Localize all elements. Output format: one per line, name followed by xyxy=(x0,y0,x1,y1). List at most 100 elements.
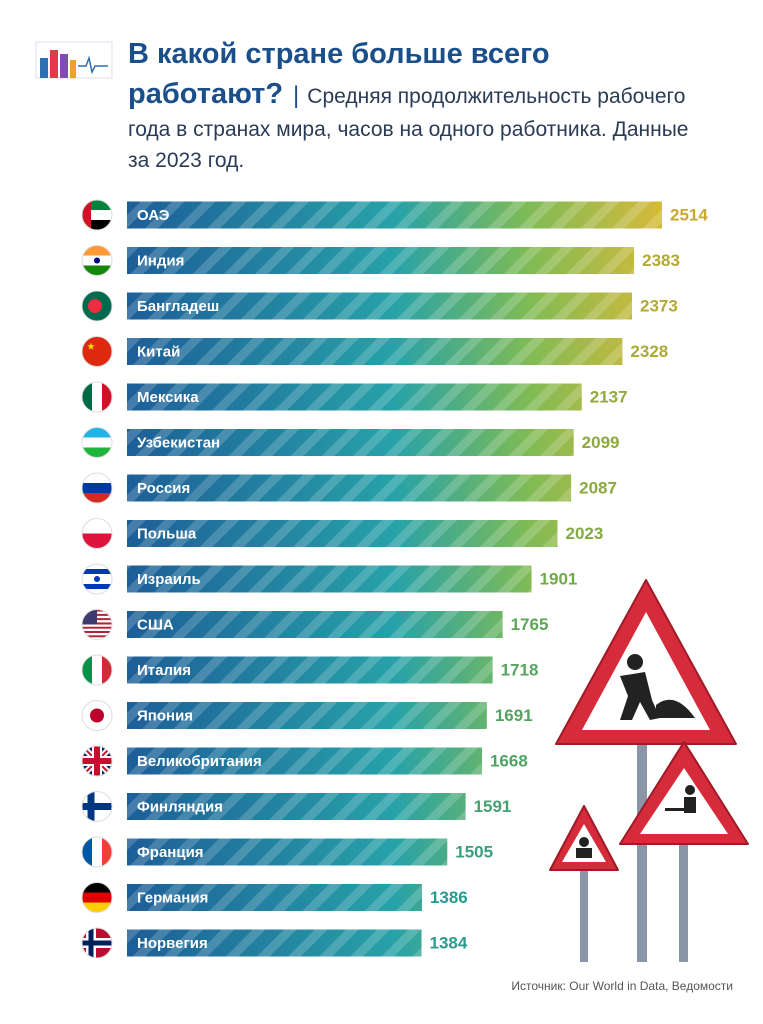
flag xyxy=(82,200,112,230)
bar-stripes xyxy=(127,884,422,911)
flag-border xyxy=(81,836,113,868)
flag xyxy=(82,837,112,867)
header: В какой стране больше всего работают? | Ср… xyxy=(128,34,703,176)
flag-stripe xyxy=(82,902,112,913)
flag-stripe xyxy=(92,382,103,412)
value-label: 2514 xyxy=(670,205,708,224)
bar-stripes xyxy=(127,201,662,229)
value-label: 2373 xyxy=(640,296,678,315)
category-label: Бангладеш xyxy=(137,298,219,315)
flag-border xyxy=(81,427,113,458)
flag-stripe xyxy=(82,630,112,634)
flag-stripe xyxy=(82,483,112,494)
flag xyxy=(82,882,112,913)
category-label: Япония xyxy=(137,707,193,724)
bar-stripes xyxy=(127,247,635,274)
flag-emblem xyxy=(88,299,102,313)
bar-stripes xyxy=(127,611,503,638)
flag-bg xyxy=(82,336,112,367)
flag-border xyxy=(81,700,113,731)
flag xyxy=(82,245,112,276)
flag-border xyxy=(81,609,113,640)
flag-stripe xyxy=(82,382,93,412)
flag-stripe xyxy=(82,655,93,685)
flag xyxy=(82,291,112,321)
category-label: Индия xyxy=(137,252,184,269)
category-label: Франция xyxy=(137,844,204,861)
bar-stripes xyxy=(127,838,448,866)
flag xyxy=(82,382,112,412)
flag-stripe xyxy=(82,473,112,484)
flag-stripe xyxy=(82,584,112,590)
value-label: 1691 xyxy=(495,706,533,725)
category-label: Китай xyxy=(137,343,180,360)
flag-stripe xyxy=(92,655,103,685)
flag-stripe xyxy=(82,447,112,458)
bar-stripes xyxy=(127,747,482,775)
flag-stripe xyxy=(82,220,112,230)
flag-stripe xyxy=(82,637,112,640)
bar-stripes xyxy=(127,929,422,957)
flag-stripe xyxy=(82,633,112,636)
flag-cross xyxy=(82,758,112,764)
flag-stripe xyxy=(102,382,112,412)
flag-stripe xyxy=(82,624,112,627)
flag-border xyxy=(81,336,113,367)
value-label: 1718 xyxy=(501,660,539,679)
flag-emblem xyxy=(87,342,95,350)
bar-stripes xyxy=(127,520,558,547)
flag-emblem xyxy=(94,576,100,582)
source: Источник: Our World in Data, Ведомости xyxy=(511,979,733,993)
flag-stripe xyxy=(82,245,112,256)
flag-stripe xyxy=(82,564,112,570)
category-label: Израиль xyxy=(137,571,201,588)
bar-stripes xyxy=(127,474,572,502)
flag-cross xyxy=(82,803,112,810)
value-label: 2023 xyxy=(566,524,604,543)
flag-stripe xyxy=(102,837,112,867)
category-label: США xyxy=(137,616,174,633)
flag-stripe xyxy=(82,493,112,503)
flag-emblem xyxy=(94,257,100,264)
flag-stripe xyxy=(82,837,93,867)
category-label: Мексика xyxy=(137,389,199,406)
flag-border xyxy=(81,245,113,276)
flag xyxy=(82,791,112,822)
value-label: 2137 xyxy=(590,387,628,406)
flag-stripe xyxy=(82,628,112,631)
value-label: 2328 xyxy=(630,342,668,361)
title: В какой стране больше всего работают? xyxy=(128,38,550,110)
flag xyxy=(82,427,112,458)
flag-stripe xyxy=(82,626,112,629)
flag xyxy=(82,473,112,503)
flag-stripe xyxy=(92,837,103,867)
flag-stripe xyxy=(82,265,112,276)
flag-stripe xyxy=(82,569,112,575)
category-label: Германия xyxy=(137,889,208,906)
logo xyxy=(35,41,113,79)
flag-stripe xyxy=(82,518,112,534)
flag-stripe xyxy=(82,210,112,221)
flag-stripe xyxy=(82,635,112,638)
flag-stripe xyxy=(82,427,112,438)
flag-stripe xyxy=(82,892,112,903)
value-label: 2383 xyxy=(642,251,680,270)
category-label: Великобритания xyxy=(137,753,262,770)
category-label: Италия xyxy=(137,662,191,679)
value-label: 1668 xyxy=(490,751,528,770)
category-label: Финляндия xyxy=(137,798,223,815)
value-label: 1765 xyxy=(511,615,549,634)
subtitle: Средняя продолжительность рабочего года … xyxy=(128,85,689,172)
value-label: 1591 xyxy=(474,797,512,816)
bar-stripes xyxy=(127,565,532,593)
flag xyxy=(82,700,112,731)
bar-stripes xyxy=(127,383,582,411)
flag-border xyxy=(81,381,113,413)
bar-stripes xyxy=(127,656,493,684)
value-label: 2099 xyxy=(582,433,620,452)
bar-stripes xyxy=(127,429,574,456)
flag-stripe xyxy=(82,882,112,893)
flag xyxy=(82,609,112,640)
flag-border xyxy=(81,745,113,777)
